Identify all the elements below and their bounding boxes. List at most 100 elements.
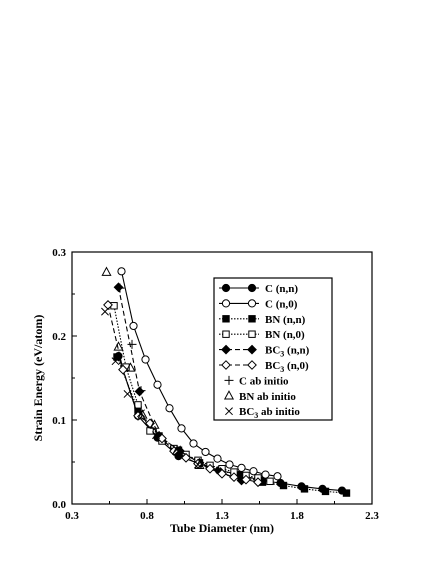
data-point-bc3-ab-initio	[137, 409, 145, 418]
data-point-bn-n-0	[266, 477, 274, 486]
x-tick-label: 1.8	[290, 510, 304, 522]
data-point-c-n-0	[177, 424, 186, 433]
legend-item-bc3-n-n: BC3 (n,n)	[219, 345, 310, 359]
data-point-bc3-ab-initio	[101, 307, 109, 316]
legend-label: BN (n,0)	[265, 329, 305, 341]
data-point-bc3-ab-initio	[173, 445, 181, 454]
data-point-bc3-n-0	[217, 468, 227, 479]
x-tick-label: 1.3	[215, 510, 229, 522]
data-point-bc3-n-0	[145, 418, 155, 429]
data-point-c-n-0	[201, 447, 210, 457]
data-point-c-ab-initio	[115, 283, 125, 293]
y-tick-label: 0.3	[52, 247, 66, 259]
legend-marker	[248, 330, 256, 338]
legend-label: BN (n,n)	[265, 314, 306, 326]
y-tick-label: 0.2	[52, 331, 66, 343]
data-point-bc3-ab-initio	[123, 390, 132, 398]
data-point-c-n-0	[237, 463, 246, 472]
data-point-bn-ab-initio	[125, 362, 136, 372]
legend-marker	[247, 283, 257, 293]
legend-label: BN ab initio	[239, 391, 296, 403]
series-c-ab-initio	[115, 283, 146, 396]
legend-label: BC3 ab initio	[239, 406, 300, 420]
data-point-c-n-0	[165, 404, 174, 413]
series-c-n-0	[117, 267, 282, 481]
data-point-c-ab-initio	[127, 339, 137, 349]
data-point-bc3-n-0	[241, 474, 251, 485]
legend-item-c-n-n: C (n,n)	[219, 283, 298, 295]
legend-item-bc3-n-0: BC3 (n,0)	[219, 360, 309, 374]
data-point-bc3-ab-initio	[111, 357, 120, 366]
data-point-bc3-n-0	[181, 452, 191, 463]
axis-ticks: 0.3 0.8 1.3 1.8 2.3 0.0 0.1 0.2 0.3	[52, 247, 379, 522]
data-point-bc3-n-0	[229, 472, 239, 483]
data-point-c-n-0	[213, 454, 222, 463]
data-point-bc3-n-n	[134, 386, 145, 397]
y-axis-title: Strain Energy (eV/atom)	[31, 315, 45, 442]
data-point-bn-n-n	[342, 489, 351, 497]
data-point-bn-ab-initio	[171, 445, 183, 455]
y-tick-label: 0.0	[52, 499, 66, 511]
data-point-bc3-n-0	[157, 433, 167, 444]
data-point-c-n-0	[189, 439, 198, 448]
data-point-c-n-0	[141, 355, 150, 364]
legend: C (n,n)C (n,0)BN (n,n)BN (n,0)BC3 (n,n)B…	[213, 277, 333, 421]
data-point-bc3-ab-initio	[152, 431, 160, 440]
x-tick-label: 2.3	[365, 510, 379, 522]
data-point-bn-n-n	[279, 481, 288, 490]
series-bc3-ab-initio	[101, 307, 202, 469]
legend-label: C (n,n)	[265, 283, 298, 295]
data-point-bn-n-0	[134, 401, 142, 409]
x-tick-label: 0.3	[65, 510, 79, 522]
legend-marker	[225, 407, 233, 416]
legend-marker	[221, 344, 231, 355]
legend-item-bn-ab-initio: BN ab initio	[223, 390, 296, 403]
series-line-bn-n-0	[113, 305, 271, 482]
legend-marker	[247, 299, 257, 308]
legend-label: C (n,0)	[265, 298, 298, 310]
legend-item-c-ab-initio: C ab initio	[224, 375, 289, 387]
data-point-bc3-ab-initio	[194, 460, 202, 469]
data-point-bn-n-n	[300, 485, 309, 493]
data-point-c-n-0	[273, 472, 282, 481]
legend-marker	[222, 315, 230, 323]
data-series	[101, 266, 351, 497]
axis-titles: Tube Diameter (nm) Strain Energy (eV/ato…	[31, 315, 274, 535]
legend-item-bc3-ab-initio: BC3 ab initio	[225, 406, 300, 420]
legend-marker	[221, 299, 231, 308]
x-axis-title: Tube Diameter (nm)	[170, 521, 274, 535]
legend-label: C ab initio	[239, 375, 289, 387]
legend-marker	[221, 283, 231, 293]
legend-marker	[247, 360, 257, 370]
data-point-bc3-n-n	[113, 282, 124, 293]
data-point-bc3-n-0	[205, 463, 215, 474]
x-tick-label: 0.8	[140, 510, 154, 522]
data-point-bc3-n-0	[253, 477, 263, 488]
data-point-c-n-0	[261, 470, 270, 479]
legend-label: BC3 (n,n)	[265, 345, 310, 359]
legend-item-c-n-0: C (n,0)	[219, 298, 298, 310]
legend-label: BC3 (n,0)	[265, 360, 309, 374]
data-point-bn-n-n	[321, 487, 330, 496]
legend-item-bn-n-n: BN (n,n)	[219, 314, 306, 326]
legend-box	[213, 277, 333, 421]
legend-marker	[222, 330, 230, 338]
legend-marker	[248, 315, 256, 323]
data-point-c-n-0	[117, 267, 126, 276]
data-point-c-n-0	[225, 460, 234, 469]
legend-marker	[247, 344, 257, 355]
legend-item-bn-n-0: BN (n,0)	[219, 329, 305, 341]
y-tick-label: 0.1	[52, 415, 66, 427]
legend-marker	[223, 390, 235, 400]
data-point-bn-ab-initio	[149, 419, 160, 429]
data-point-c-n-0	[153, 380, 162, 389]
data-point-c-n-0	[249, 467, 258, 476]
data-point-bc3-n-0	[118, 364, 128, 375]
legend-marker	[224, 375, 234, 385]
legend-marker	[221, 360, 231, 370]
data-point-bn-ab-initio	[113, 341, 124, 351]
data-point-bn-ab-initio	[101, 266, 112, 276]
data-point-c-ab-initio	[136, 386, 146, 396]
data-point-c-n-0	[129, 321, 138, 331]
